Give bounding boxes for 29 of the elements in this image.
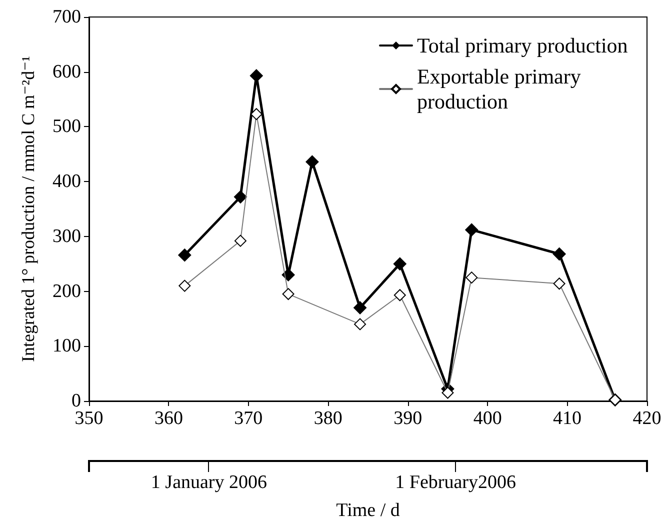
x-tick-label: 410 <box>553 408 582 429</box>
point <box>306 155 319 168</box>
y-tick-label: 600 <box>52 61 81 82</box>
point <box>282 268 295 282</box>
y-tick-label: 100 <box>52 336 81 357</box>
x-tick-label: 360 <box>154 408 183 429</box>
text: 1 February2006 <box>395 472 516 494</box>
y-tick-label: 300 <box>52 226 81 247</box>
x-tick-label: 370 <box>234 408 263 429</box>
legend-label: Total primary production <box>417 34 628 58</box>
point <box>393 257 406 270</box>
legend-label: Exportable primary production <box>417 64 586 114</box>
x-tick-label: 400 <box>473 408 502 429</box>
x-tick-label: 380 <box>314 408 342 429</box>
y-tick-label: 500 <box>52 116 81 138</box>
point <box>465 223 478 236</box>
y-axis-title: Integrated 1° production / mmol C m⁻²d⁻¹ <box>18 56 38 362</box>
text: 1 January 2006 <box>150 472 268 494</box>
point <box>234 190 247 204</box>
y-tick-label: 200 <box>52 280 81 302</box>
point <box>178 248 192 262</box>
point <box>354 301 367 314</box>
point <box>250 69 263 82</box>
x-tick-label: 390 <box>394 408 422 429</box>
y-tick-label: 400 <box>52 171 81 192</box>
y-tick-label: 700 <box>52 6 81 28</box>
point <box>552 247 566 260</box>
x-tick-label: 420 <box>632 408 662 429</box>
x-axis-title: Time / d <box>336 500 400 521</box>
